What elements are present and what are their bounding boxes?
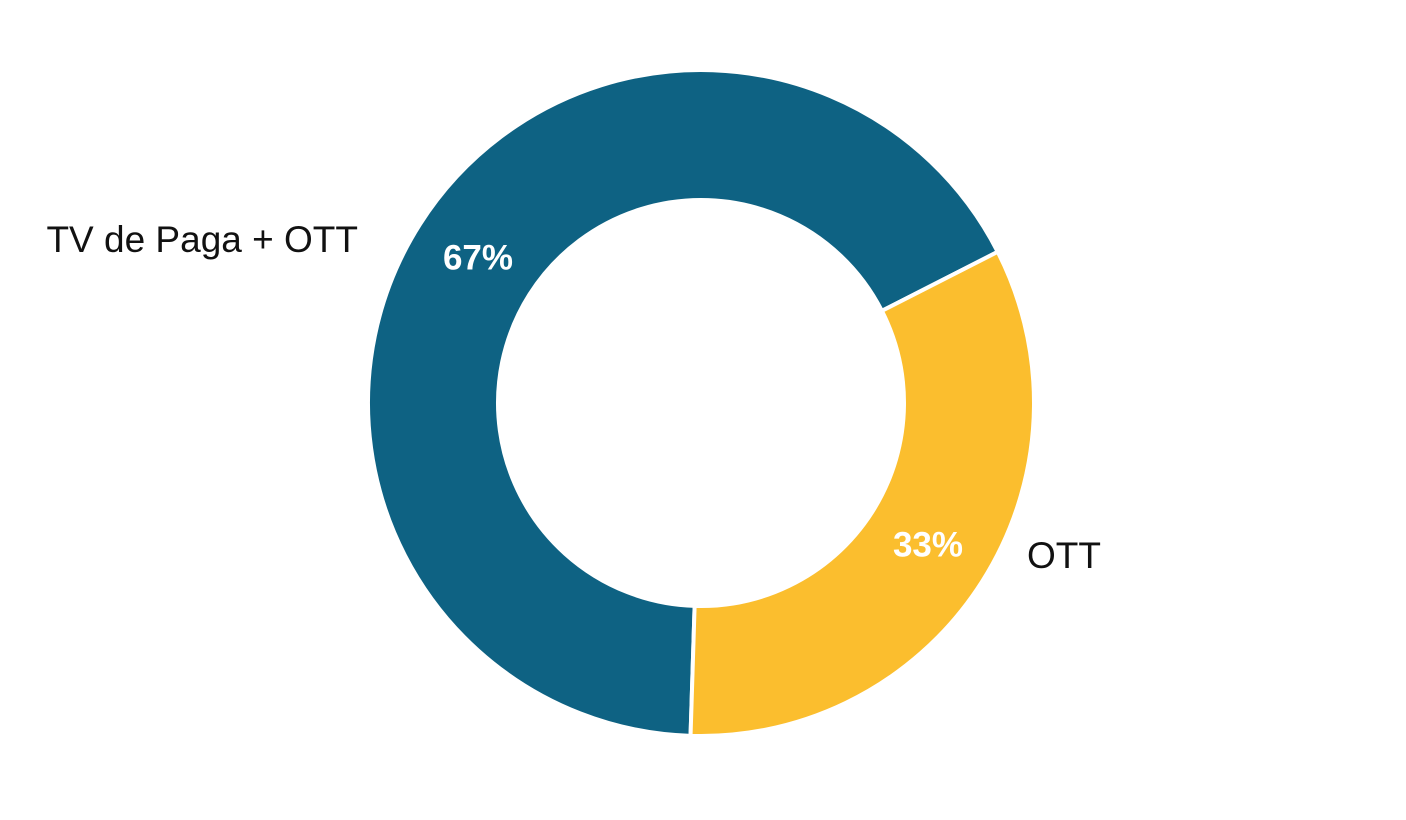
- value-label: 67%: [443, 238, 513, 277]
- donut-slice: [366, 68, 1001, 738]
- category-label: OTT: [1027, 535, 1101, 576]
- category-label: TV de Paga + OTT: [46, 219, 358, 260]
- donut-slice: [688, 249, 1036, 738]
- value-label: 33%: [893, 525, 963, 564]
